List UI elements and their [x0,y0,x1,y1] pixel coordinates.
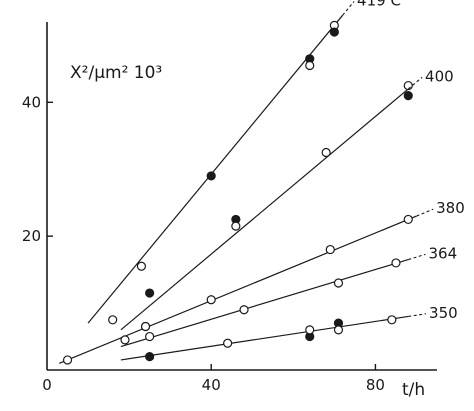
series-label: 350 [429,304,458,322]
data-point-open [62,355,73,365]
data-point-open [333,278,344,288]
fit-line [87,14,344,324]
data-point-open [145,331,155,342]
data-point-filled [403,91,413,101]
x-tick-label: 80 [366,376,385,394]
series-labels: 419 C 400 380 364 350 [342,0,465,322]
series-leader [342,1,355,16]
fit-line [120,88,409,331]
data-point-open [206,295,216,305]
fit-line [59,215,417,364]
data-point-filled [329,27,339,37]
data-point-filled [145,352,155,362]
series-leader [416,208,434,217]
data-point-open [239,305,249,315]
data-point-open [120,335,130,345]
data-point-open [136,261,147,271]
axes [46,22,437,371]
fit-lines [59,14,417,364]
data-point-filled [206,171,216,181]
series-label: 400 [425,67,454,85]
x-tick-label: 40 [202,376,221,394]
data-point-open [223,338,233,348]
series-label: 419 C [357,0,401,9]
data-point-open [140,321,151,332]
data-point-open [333,325,344,335]
data-point-open [325,244,335,255]
fit-line [120,315,409,361]
data-point-open [108,315,118,325]
fit-line [120,259,409,348]
series-leader [408,253,426,261]
data-point-open [387,315,397,325]
data-point-open [321,147,331,158]
data-point-open [231,221,241,231]
series-label: 364 [428,244,457,262]
series-leader [407,76,423,90]
x-axis-label: t/h [402,380,425,400]
data-point-filled [145,288,155,298]
axis-ticks: 0 40 80 20 40 [22,93,385,394]
series-label: 380 [436,199,465,217]
data-point-open [305,60,315,71]
series-leader [408,313,427,318]
data-point-open [305,325,315,335]
data-points [62,20,413,365]
data-point-open [391,258,401,268]
y-axis-label: X²/μm² 10³ [70,63,162,83]
data-point-open [403,214,413,225]
x-tick-label: 0 [42,376,52,394]
y-tick-label: 20 [22,227,41,245]
y-tick-label: 40 [22,93,41,111]
